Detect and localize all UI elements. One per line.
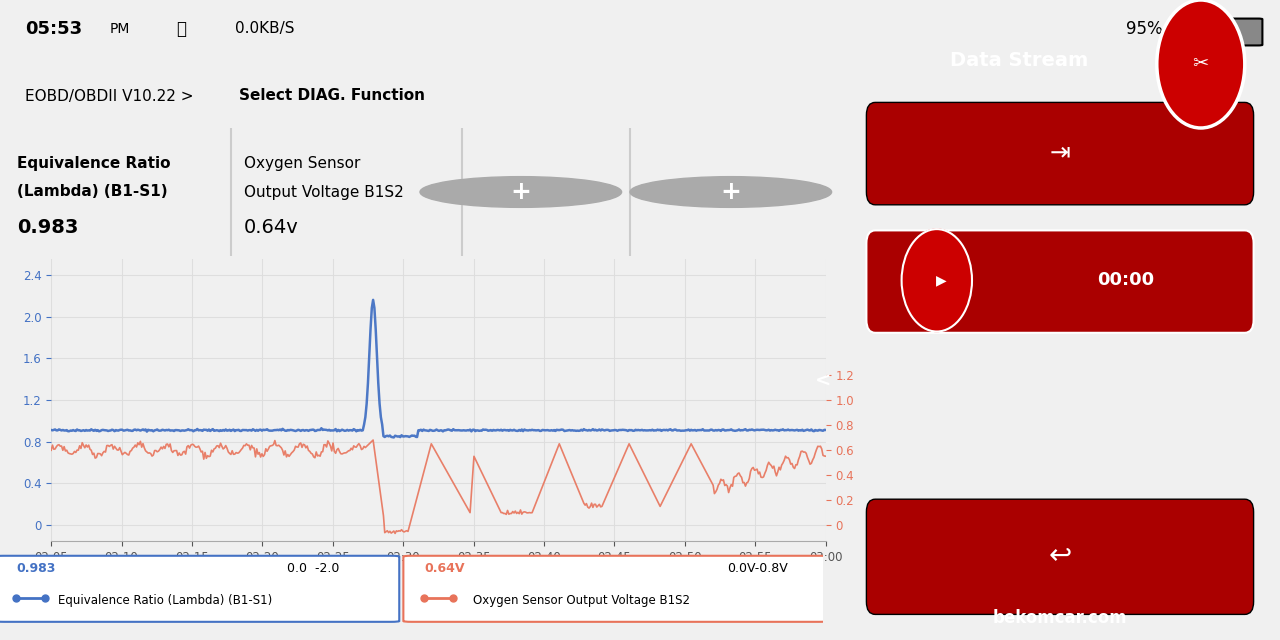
Text: EOBD/OBDII V10.22 >: EOBD/OBDII V10.22 >	[26, 88, 198, 104]
Text: ✂: ✂	[1193, 54, 1210, 74]
Text: 0.0V-0.8V: 0.0V-0.8V	[727, 562, 787, 575]
Circle shape	[420, 177, 622, 207]
FancyBboxPatch shape	[867, 499, 1253, 614]
Text: 95%: 95%	[1126, 20, 1162, 38]
Text: PM: PM	[109, 22, 129, 36]
Text: Output Voltage B1S2: Output Voltage B1S2	[243, 184, 403, 200]
Text: 0.64v: 0.64v	[243, 218, 298, 237]
FancyBboxPatch shape	[867, 102, 1253, 205]
Text: 0.0KB/S: 0.0KB/S	[236, 21, 294, 36]
Text: 05:53: 05:53	[26, 20, 82, 38]
Text: ⇥: ⇥	[1050, 140, 1070, 164]
Text: ↩: ↩	[1048, 541, 1071, 570]
Text: +: +	[511, 180, 531, 204]
Text: 0.983: 0.983	[17, 218, 78, 237]
Text: Data Stream: Data Stream	[950, 51, 1088, 70]
Text: 〜: 〜	[177, 20, 187, 38]
Text: Select DIAG. Function: Select DIAG. Function	[239, 88, 425, 104]
Text: 0.0  -2.0: 0.0 -2.0	[287, 562, 339, 575]
Circle shape	[630, 177, 832, 207]
FancyBboxPatch shape	[0, 556, 399, 622]
FancyBboxPatch shape	[867, 230, 1253, 333]
Text: (Lambda) (B1-S1): (Lambda) (B1-S1)	[17, 184, 168, 200]
Text: Oxygen Sensor: Oxygen Sensor	[243, 156, 360, 172]
Text: Equivalence Ratio: Equivalence Ratio	[17, 156, 170, 172]
Text: 00:00: 00:00	[1097, 271, 1155, 289]
FancyBboxPatch shape	[1197, 19, 1262, 45]
Text: <: <	[815, 371, 832, 390]
Circle shape	[1157, 0, 1244, 128]
Text: bekomcar.com: bekomcar.com	[993, 609, 1128, 627]
FancyBboxPatch shape	[403, 556, 827, 622]
Circle shape	[901, 229, 972, 332]
Text: +: +	[721, 180, 741, 204]
Text: Oxygen Sensor Output Voltage B1S2: Oxygen Sensor Output Voltage B1S2	[474, 594, 690, 607]
Text: 0.64V: 0.64V	[424, 562, 465, 575]
Text: 0.983: 0.983	[17, 562, 56, 575]
Text: Equivalence Ratio (Lambda) (B1-S1): Equivalence Ratio (Lambda) (B1-S1)	[58, 594, 271, 607]
Text: ▶: ▶	[936, 273, 946, 287]
